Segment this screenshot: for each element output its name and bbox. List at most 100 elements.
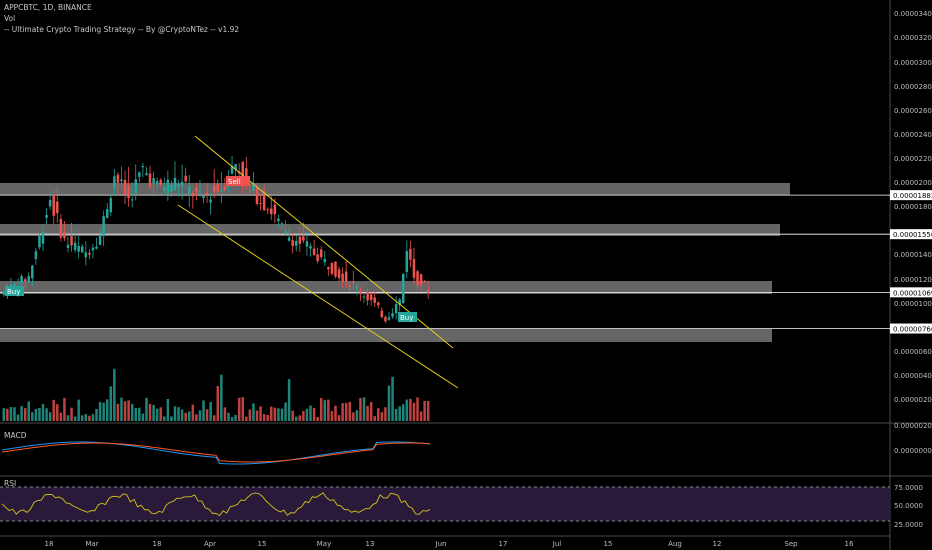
volume-bar (202, 400, 205, 421)
volume-bar (81, 415, 84, 421)
volume-bar (380, 412, 384, 421)
volume-bar (387, 385, 391, 421)
candle-body (88, 252, 91, 255)
candle-body (152, 178, 155, 184)
candle-body (409, 248, 412, 260)
candle-body (95, 246, 98, 249)
volume-bar (426, 400, 430, 421)
candle-body (416, 271, 419, 286)
time-tick-label: 18 (45, 540, 54, 548)
candle-body (384, 316, 387, 322)
volume-bar (412, 402, 416, 421)
candle-body (223, 186, 227, 190)
candle-body (327, 266, 330, 270)
candle-body (59, 219, 63, 238)
volume-bar (309, 405, 312, 421)
candle-body (109, 198, 113, 213)
candle-body (252, 182, 255, 191)
candle-body (309, 245, 312, 249)
volume-bar (9, 407, 13, 421)
volume-bar (141, 413, 145, 421)
candle-body (245, 168, 248, 177)
price-tag-label: 0.00001069 (893, 289, 932, 297)
candle-body (81, 246, 84, 253)
volume-bar (227, 412, 230, 421)
volume-bar (230, 416, 234, 421)
volume-bar (134, 408, 137, 421)
volume-bar (109, 386, 113, 421)
candle-body (387, 317, 391, 320)
volume-bar (291, 410, 294, 421)
volume-bar (209, 401, 212, 421)
candle-body (63, 232, 66, 239)
volume-bar (38, 407, 41, 421)
volume-bar (73, 416, 77, 421)
volume-bar (262, 414, 266, 421)
time-tick-label: Jun (435, 540, 447, 548)
candle-body (52, 194, 55, 216)
candle-body (163, 186, 166, 191)
sr-zone (0, 224, 780, 236)
sr-zone (0, 281, 772, 294)
macd-label[interactable]: MACD (4, 431, 27, 440)
candle-body (138, 172, 141, 177)
volume-bar (16, 414, 20, 421)
candle-body (398, 299, 401, 306)
volume-bar (148, 403, 152, 421)
candle-body (241, 161, 244, 182)
symbol-title[interactable]: APPCBTC, 1D, BINANCE (4, 3, 92, 12)
volume-bar (20, 405, 23, 421)
volume-bar (330, 411, 334, 421)
volume-bar (45, 408, 48, 421)
candle-body (330, 262, 334, 274)
sr-zone (0, 329, 772, 342)
price-tag (890, 287, 932, 298)
time-tick-label: Apr (204, 540, 216, 548)
volume-bar (127, 400, 130, 421)
rsi-label[interactable]: RSI (4, 479, 17, 488)
sr-zone (0, 183, 790, 195)
candle-body (31, 265, 34, 279)
volume-bar (280, 408, 284, 421)
volume-bar (391, 376, 394, 421)
volume-bar (305, 408, 309, 421)
volume-bar (13, 407, 16, 421)
volume-bar (384, 407, 387, 421)
candle-body (120, 179, 123, 182)
candle-body (298, 236, 302, 244)
volume-bar (373, 416, 376, 421)
volume-bar (259, 406, 262, 421)
volume-bar (84, 414, 88, 421)
vol-label[interactable]: Vol (4, 14, 16, 23)
signal-badge-buy (398, 312, 417, 322)
signal-label: Sell (228, 178, 241, 186)
volume-bar (237, 397, 241, 421)
volume-bar (191, 404, 195, 421)
macd-tick-label: 0.00000000 (894, 447, 932, 455)
strategy-label[interactable]: -- Ultimate Crypto Trading Strategy -- B… (4, 25, 240, 34)
candle-body (426, 289, 430, 293)
candle-body (145, 173, 148, 176)
volume-bar (394, 408, 398, 421)
candle-body (134, 179, 137, 194)
volume-bar (341, 403, 344, 421)
candle-body (102, 216, 105, 236)
volume-bar (348, 401, 351, 421)
price-tag (890, 229, 932, 240)
volume-bar (159, 407, 162, 421)
time-tick-label: 18 (153, 540, 162, 548)
volume-bar (323, 400, 327, 421)
candle-body (70, 235, 73, 246)
candle-body (173, 177, 177, 191)
candle-body (123, 179, 127, 195)
candle-body (323, 258, 327, 263)
volume-bar (66, 415, 70, 421)
